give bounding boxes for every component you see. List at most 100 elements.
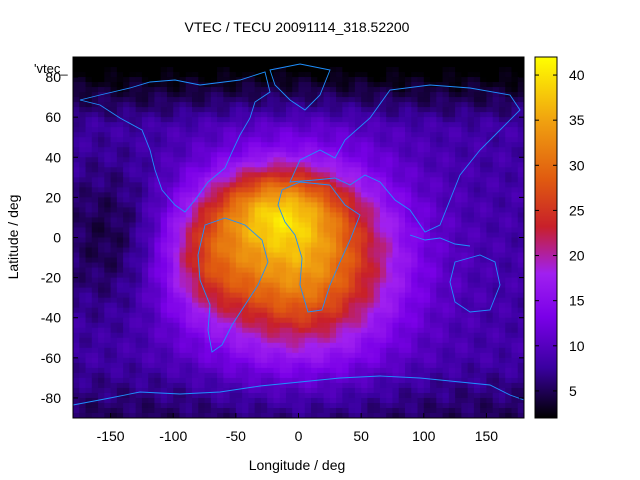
heatmap-cell [148,317,156,324]
heatmap-cell [254,67,262,73]
heatmap-cell [179,97,187,103]
heatmap-cell [223,327,231,334]
heatmap-cell [273,307,281,314]
heatmap-cell [185,272,193,279]
heatmap-cell [498,367,506,374]
heatmap-cell [517,237,524,244]
heatmap-cell [298,57,306,63]
heatmap-cell [154,57,162,63]
heatmap-cell [492,72,500,78]
heatmap-cell [292,312,300,319]
heatmap-cell [79,277,87,284]
heatmap-cell [404,357,412,364]
heatmap-cell [260,107,268,113]
heatmap-cell [348,217,356,224]
heatmap-cell [336,122,343,128]
heatmap-cell [354,397,362,404]
heatmap-cell [160,197,168,203]
heatmap-cell [329,187,337,193]
heatmap-cell [91,102,99,108]
heatmap-cell [166,332,174,339]
heatmap-cell [166,117,174,123]
heatmap-cell [166,127,174,133]
heatmap-cell [116,147,124,153]
heatmap-cell [135,152,143,158]
heatmap-cell [210,222,218,229]
heatmap-cell [448,372,456,379]
heatmap-cell [91,362,99,369]
heatmap-cell [91,247,99,254]
heatmap-cell [154,347,162,354]
heatmap-cell [373,292,381,299]
heatmap-cell [411,397,419,404]
heatmap-cell [148,347,156,354]
heatmap-cell [323,317,331,324]
heatmap-cell [204,72,212,78]
heatmap-cell [317,112,325,118]
heatmap-cell [417,337,425,344]
heatmap-cell [329,287,337,294]
heatmap-cell [129,287,137,294]
heatmap-cell [242,377,249,384]
heatmap-cell [179,272,187,279]
heatmap-cell [480,392,488,399]
heatmap-cell [210,237,218,244]
heatmap-cell [129,107,137,113]
heatmap-cell [467,192,475,198]
heatmap-cell [492,147,500,153]
heatmap-cell [354,322,362,329]
heatmap-cell [404,162,412,168]
heatmap-cell [85,197,93,203]
heatmap-cell [273,392,281,399]
heatmap-cell [254,362,262,369]
heatmap-cell [123,212,130,219]
heatmap-cell [442,177,450,183]
heatmap-cell [461,377,469,384]
heatmap-cell [160,362,168,369]
heatmap-cell [379,382,387,389]
heatmap-cell [398,392,406,399]
heatmap-cell [91,292,99,299]
heatmap-cell [404,132,412,138]
heatmap-cell [492,217,500,224]
heatmap-cell [223,267,231,274]
heatmap-cell [104,332,112,339]
heatmap-cell [379,337,387,344]
heatmap-cell [267,352,275,359]
heatmap-cell [235,177,243,183]
heatmap-cell [85,292,93,299]
heatmap-cell [254,337,262,344]
heatmap-cell [267,167,275,173]
heatmap-cell [361,347,368,354]
heatmap-cell [73,152,80,158]
heatmap-cell [354,242,362,249]
heatmap-cell [173,57,181,63]
heatmap-cell [248,252,256,259]
heatmap-cell [135,72,143,78]
heatmap-cell [198,372,206,379]
heatmap-cell [223,257,231,264]
heatmap-cell [254,297,262,304]
heatmap-cell [254,77,262,83]
heatmap-cell [367,252,375,259]
heatmap-cell [342,217,350,224]
heatmap-cell [448,122,456,128]
heatmap-cell [223,152,231,158]
heatmap-cell [379,107,387,113]
heatmap-cell [367,172,375,178]
heatmap-cell [204,152,212,158]
heatmap-cell [411,342,419,349]
heatmap-cell [373,117,381,123]
heatmap-cell [373,57,381,63]
heatmap-cell [73,397,80,404]
heatmap-cell [179,252,187,259]
heatmap-cell [217,322,224,329]
heatmap-cell [141,342,149,349]
heatmap-cell [79,172,87,178]
heatmap-cell [148,362,156,369]
heatmap-cell [311,252,318,259]
heatmap-cell [260,272,268,279]
heatmap-cell [185,287,193,294]
heatmap-cell [436,147,444,153]
heatmap-cell [254,152,262,158]
